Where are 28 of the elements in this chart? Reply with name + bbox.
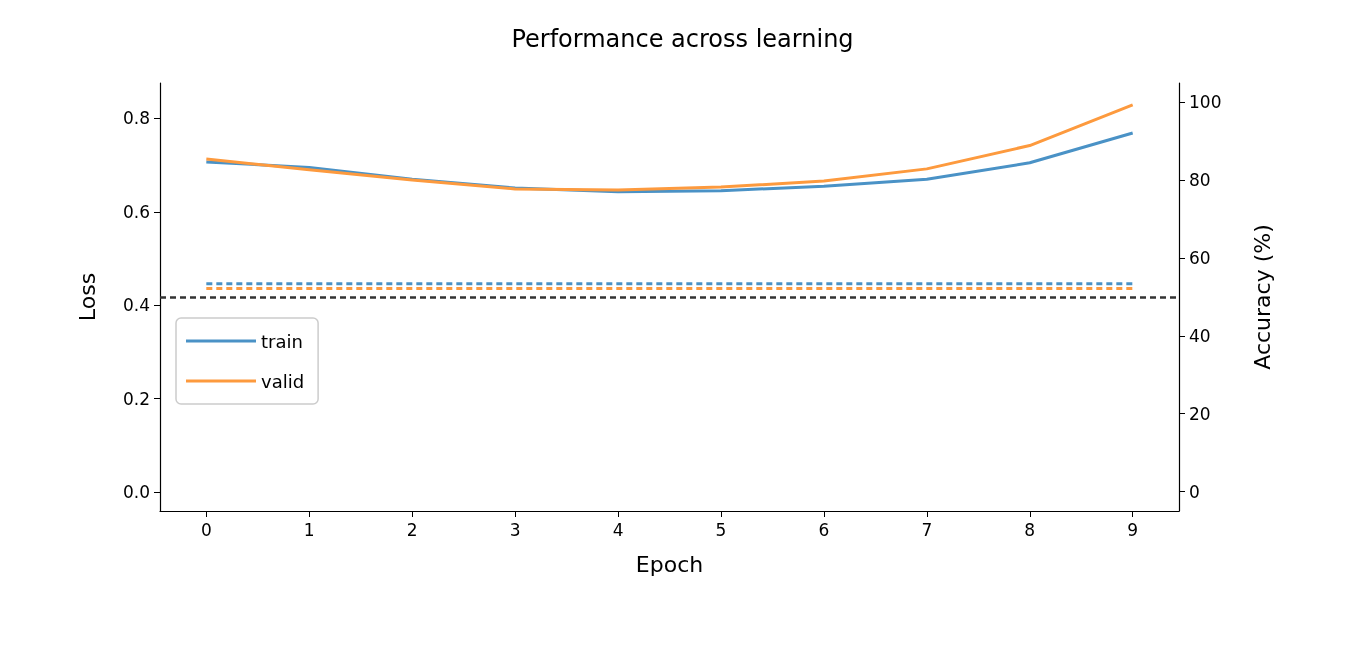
x-tick-label: 5 xyxy=(715,519,727,540)
y-tick-label: 0.0 xyxy=(122,481,150,502)
y2-tick-label: 60 xyxy=(1189,248,1211,269)
y2-tick-label: 20 xyxy=(1189,403,1211,424)
x-tick-label: 6 xyxy=(818,519,830,540)
x-tick-label: 4 xyxy=(612,519,624,540)
y-tick-label: 0.6 xyxy=(122,201,150,222)
y2-axis-title: Accuracy (%) xyxy=(1249,224,1275,370)
y2-tick-label: 40 xyxy=(1189,325,1211,346)
y-tick-label: 0.4 xyxy=(122,295,150,316)
chart-title: Performance across learning xyxy=(511,25,854,53)
legend-label: train xyxy=(261,330,303,352)
x-tick-label: 2 xyxy=(406,519,418,540)
y-axis-title: Loss xyxy=(74,272,100,322)
line-series xyxy=(204,103,1135,192)
legend-label: valid xyxy=(261,370,305,392)
y-tick-label: 0.8 xyxy=(122,108,150,129)
x-tick-label: 3 xyxy=(509,519,521,540)
x-axis-title: Epoch xyxy=(635,551,704,577)
y2-tick-label: 100 xyxy=(1189,92,1222,113)
x-tick-label: 1 xyxy=(303,519,315,540)
y2-tick-label: 0 xyxy=(1189,481,1200,502)
x-tick-label: 7 xyxy=(921,519,933,540)
y2-tick-label: 80 xyxy=(1189,170,1211,191)
y-tick-label: 0.2 xyxy=(122,388,150,409)
x-tick-label: 8 xyxy=(1024,519,1036,540)
x-tick-label: 9 xyxy=(1127,519,1139,540)
x-tick-label: 0 xyxy=(200,519,212,540)
